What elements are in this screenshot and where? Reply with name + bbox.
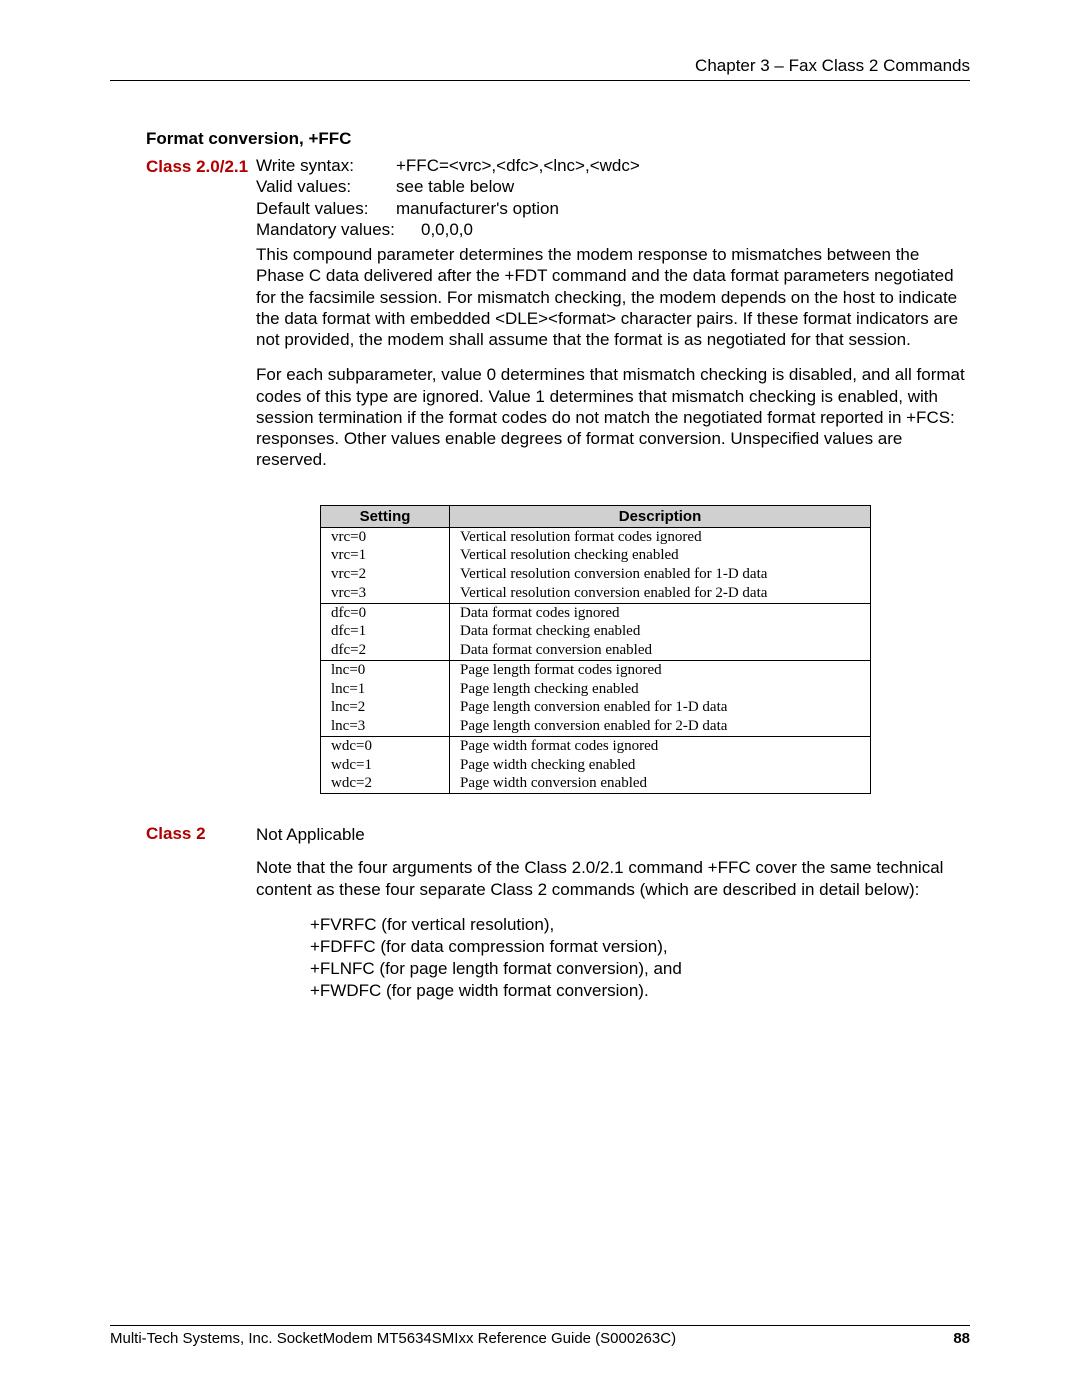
page: Chapter 3 – Fax Class 2 Commands Format … bbox=[0, 0, 1080, 1397]
cell-description: Page length conversion enabled for 1-D d… bbox=[450, 698, 871, 717]
cell-setting: lnc=2 bbox=[321, 698, 450, 717]
write-syntax-val: +FFC=<vrc>,<dfc>,<lnc>,<wdc> bbox=[396, 155, 970, 176]
table-row: vrc=3Vertical resolution conversion enab… bbox=[321, 584, 871, 603]
mandatory-key: Mandatory values: bbox=[256, 219, 421, 240]
settings-table: Setting Description vrc=0Vertical resolu… bbox=[320, 505, 871, 795]
cell-description: Data format conversion enabled bbox=[450, 641, 871, 660]
write-syntax-key: Write syntax: bbox=[256, 155, 396, 176]
class2021-para1: This compound parameter determines the m… bbox=[256, 244, 970, 350]
cell-description: Page width checking enabled bbox=[450, 756, 871, 775]
cell-setting: dfc=1 bbox=[321, 622, 450, 641]
cell-setting: vrc=1 bbox=[321, 546, 450, 565]
table-row: wdc=0Page width format codes ignored bbox=[321, 736, 871, 755]
class2-note: Note that the four arguments of the Clas… bbox=[256, 857, 970, 900]
cell-description: Page width conversion enabled bbox=[450, 774, 871, 793]
cell-description: Vertical resolution checking enabled bbox=[450, 546, 871, 565]
th-description: Description bbox=[450, 505, 871, 527]
cmd-line: +FDFFC (for data compression format vers… bbox=[310, 936, 970, 958]
th-setting: Setting bbox=[321, 505, 450, 527]
chapter-title: Chapter 3 – Fax Class 2 Commands bbox=[695, 56, 970, 75]
cell-description: Vertical resolution conversion enabled f… bbox=[450, 584, 871, 603]
cell-description: Data format codes ignored bbox=[450, 603, 871, 622]
mandatory-values-row: Mandatory values: 0,0,0,0 bbox=[256, 219, 970, 240]
cell-description: Page length conversion enabled for 2-D d… bbox=[450, 717, 871, 736]
cell-setting: wdc=0 bbox=[321, 736, 450, 755]
table-row: dfc=1Data format checking enabled bbox=[321, 622, 871, 641]
section-title: Format conversion, +FFC bbox=[146, 129, 970, 149]
cell-setting: vrc=0 bbox=[321, 527, 450, 546]
cell-setting: wdc=1 bbox=[321, 756, 450, 775]
write-syntax-row: Write syntax: +FFC=<vrc>,<dfc>,<lnc>,<wd… bbox=[256, 155, 970, 176]
default-values-row: Default values: manufacturer's option bbox=[256, 198, 970, 219]
page-number: 88 bbox=[953, 1330, 970, 1347]
table-row: lnc=0Page length format codes ignored bbox=[321, 660, 871, 679]
cmd-line: +FVRFC (for vertical resolution), bbox=[310, 914, 970, 936]
cell-setting: dfc=0 bbox=[321, 603, 450, 622]
cell-description: Vertical resolution conversion enabled f… bbox=[450, 565, 871, 584]
table-row: wdc=1Page width checking enabled bbox=[321, 756, 871, 775]
table-head-row: Setting Description bbox=[321, 505, 871, 527]
valid-values-val: see table below bbox=[396, 176, 970, 197]
table-row: wdc=2Page width conversion enabled bbox=[321, 774, 871, 793]
class2-label: Class 2 bbox=[146, 824, 256, 1002]
default-values-key: Default values: bbox=[256, 198, 396, 219]
table-row: dfc=0Data format codes ignored bbox=[321, 603, 871, 622]
class2-na: Not Applicable bbox=[256, 824, 970, 845]
cell-setting: vrc=2 bbox=[321, 565, 450, 584]
cell-description: Data format checking enabled bbox=[450, 622, 871, 641]
class2-cmd-list: +FVRFC (for vertical resolution),+FDFFC … bbox=[310, 914, 970, 1002]
page-header: Chapter 3 – Fax Class 2 Commands bbox=[110, 56, 970, 81]
table-row: lnc=3Page length conversion enabled for … bbox=[321, 717, 871, 736]
valid-values-key: Valid values: bbox=[256, 176, 396, 197]
table-row: vrc=0Vertical resolution format codes ig… bbox=[321, 527, 871, 546]
default-values-val: manufacturer's option bbox=[396, 198, 970, 219]
cmd-line: +FLNFC (for page length format conversio… bbox=[310, 958, 970, 980]
cell-setting: lnc=3 bbox=[321, 717, 450, 736]
class-2021-body: Write syntax: +FFC=<vrc>,<dfc>,<lnc>,<wd… bbox=[256, 155, 970, 471]
valid-values-row: Valid values: see table below bbox=[256, 176, 970, 197]
table-row: dfc=2Data format conversion enabled bbox=[321, 641, 871, 660]
cell-description: Page length checking enabled bbox=[450, 680, 871, 699]
class2-body: Not Applicable Note that the four argume… bbox=[256, 824, 970, 1002]
cell-setting: vrc=3 bbox=[321, 584, 450, 603]
table-row: vrc=2Vertical resolution conversion enab… bbox=[321, 565, 871, 584]
cell-setting: lnc=0 bbox=[321, 660, 450, 679]
class2-row: Class 2 Not Applicable Note that the fou… bbox=[110, 824, 970, 1002]
class2021-para2: For each subparameter, value 0 determine… bbox=[256, 364, 970, 470]
cell-description: Page width format codes ignored bbox=[450, 736, 871, 755]
cell-description: Vertical resolution format codes ignored bbox=[450, 527, 871, 546]
mandatory-val: 0,0,0,0 bbox=[421, 219, 970, 240]
table-row: lnc=1Page length checking enabled bbox=[321, 680, 871, 699]
cell-setting: dfc=2 bbox=[321, 641, 450, 660]
table-row: vrc=1Vertical resolution checking enable… bbox=[321, 546, 871, 565]
cell-setting: wdc=2 bbox=[321, 774, 450, 793]
cell-setting: lnc=1 bbox=[321, 680, 450, 699]
footer-text: Multi-Tech Systems, Inc. SocketModem MT5… bbox=[110, 1330, 676, 1347]
cell-description: Page length format codes ignored bbox=[450, 660, 871, 679]
cmd-line: +FWDFC (for page width format conversion… bbox=[310, 980, 970, 1002]
table-row: lnc=2Page length conversion enabled for … bbox=[321, 698, 871, 717]
page-footer: Multi-Tech Systems, Inc. SocketModem MT5… bbox=[110, 1325, 970, 1347]
